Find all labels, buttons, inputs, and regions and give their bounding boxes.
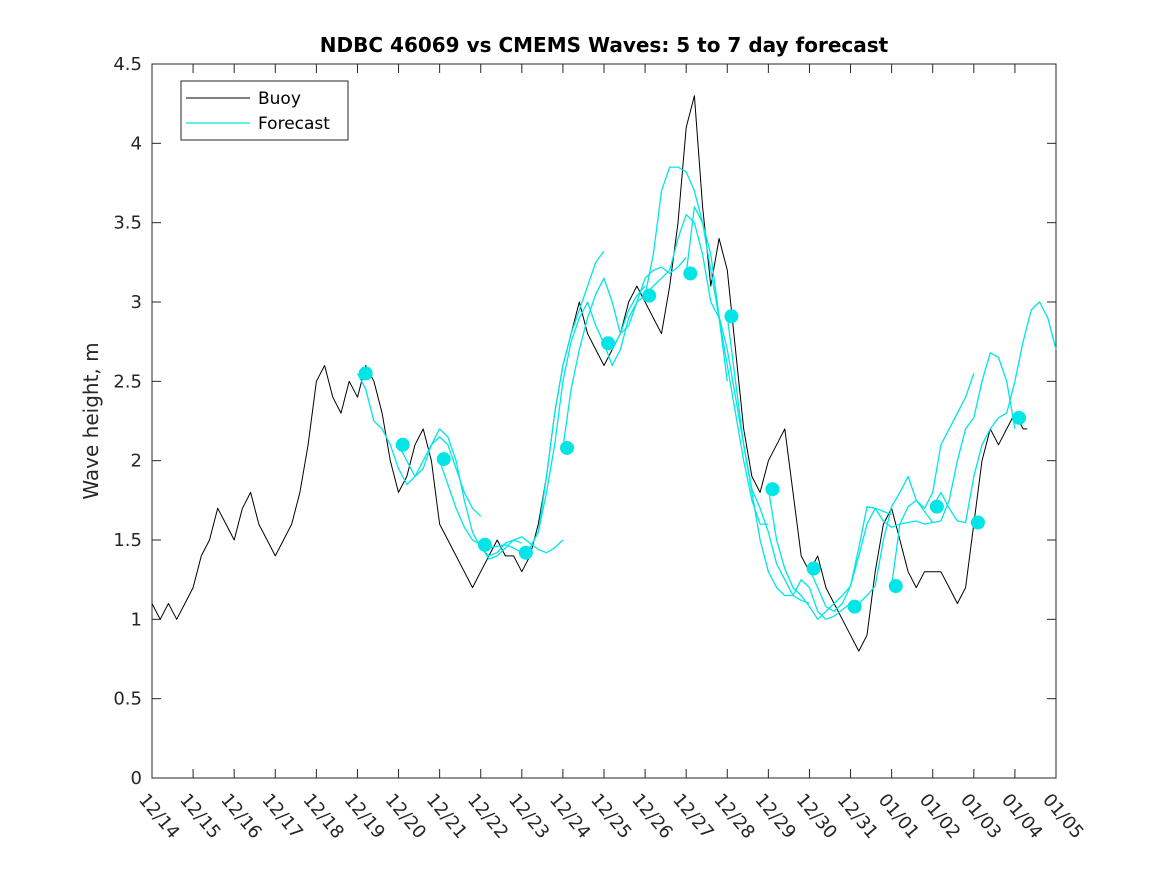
forecast-series-line	[850, 373, 975, 608]
forecast-start-marker	[724, 309, 739, 324]
y-tick-label: 1.5	[113, 530, 142, 551]
y-tick-label: 3.5	[113, 213, 142, 234]
forecast-start-marker	[970, 515, 985, 530]
y-tick-label: 2.5	[113, 371, 142, 392]
chart-title: NDBC 46069 vs CMEMS Waves: 5 to 7 day fo…	[320, 33, 889, 57]
marker-layer	[358, 266, 1027, 614]
y-tick-label: 4	[131, 133, 142, 154]
forecast-start-marker	[601, 336, 616, 351]
forecast-start-marker	[888, 579, 903, 594]
forecast-start-marker	[765, 482, 780, 497]
forecast-start-marker	[560, 440, 575, 455]
legend: Buoy Forecast	[180, 80, 349, 141]
y-tick-label: 2	[131, 451, 142, 472]
legend-box	[180, 80, 349, 141]
forecast-start-marker	[929, 499, 944, 514]
plot-frame	[151, 63, 1057, 779]
forecast-start-marker	[683, 266, 698, 281]
forecast-series-line	[644, 214, 769, 525]
forecast-start-marker	[518, 545, 533, 560]
forecast-series-line	[480, 250, 605, 554]
forecast-series-line	[438, 460, 564, 560]
forecast-series-line	[890, 352, 1016, 587]
forecast-start-marker	[1012, 410, 1027, 425]
legend-buoy-label: Buoy	[258, 89, 301, 109]
forecast-start-marker	[642, 288, 657, 303]
forecast-start-marker	[847, 599, 862, 614]
plot-area: 00.511.522.533.544.512/1412/1512/1612/17…	[113, 54, 1087, 843]
forecast-series-line	[562, 257, 687, 449]
forecast-start-marker	[436, 452, 451, 467]
forecast-start-marker	[806, 561, 821, 576]
forecast-series-line	[521, 285, 646, 554]
forecast-series-line	[932, 301, 1057, 524]
forecast-series-line	[726, 316, 851, 620]
y-tick-label: 3	[131, 292, 142, 313]
forecast-series-line	[397, 428, 523, 557]
forecast-start-marker	[395, 437, 410, 452]
y-tick-label: 0.5	[113, 689, 142, 710]
forecast-series-line	[808, 506, 933, 613]
y-tick-label: 0	[131, 768, 142, 789]
forecast-start-marker	[358, 366, 373, 381]
forecast-series-line	[767, 489, 892, 620]
legend-forecast-label: Forecast	[258, 114, 330, 134]
forecast-start-marker	[477, 537, 492, 552]
y-tick-label: 1	[131, 609, 142, 630]
series-layer	[151, 95, 1057, 652]
y-tick-label: 4.5	[113, 54, 142, 75]
forecast-series-line	[603, 166, 728, 382]
y-axis-label: Wave height, m	[79, 342, 103, 499]
